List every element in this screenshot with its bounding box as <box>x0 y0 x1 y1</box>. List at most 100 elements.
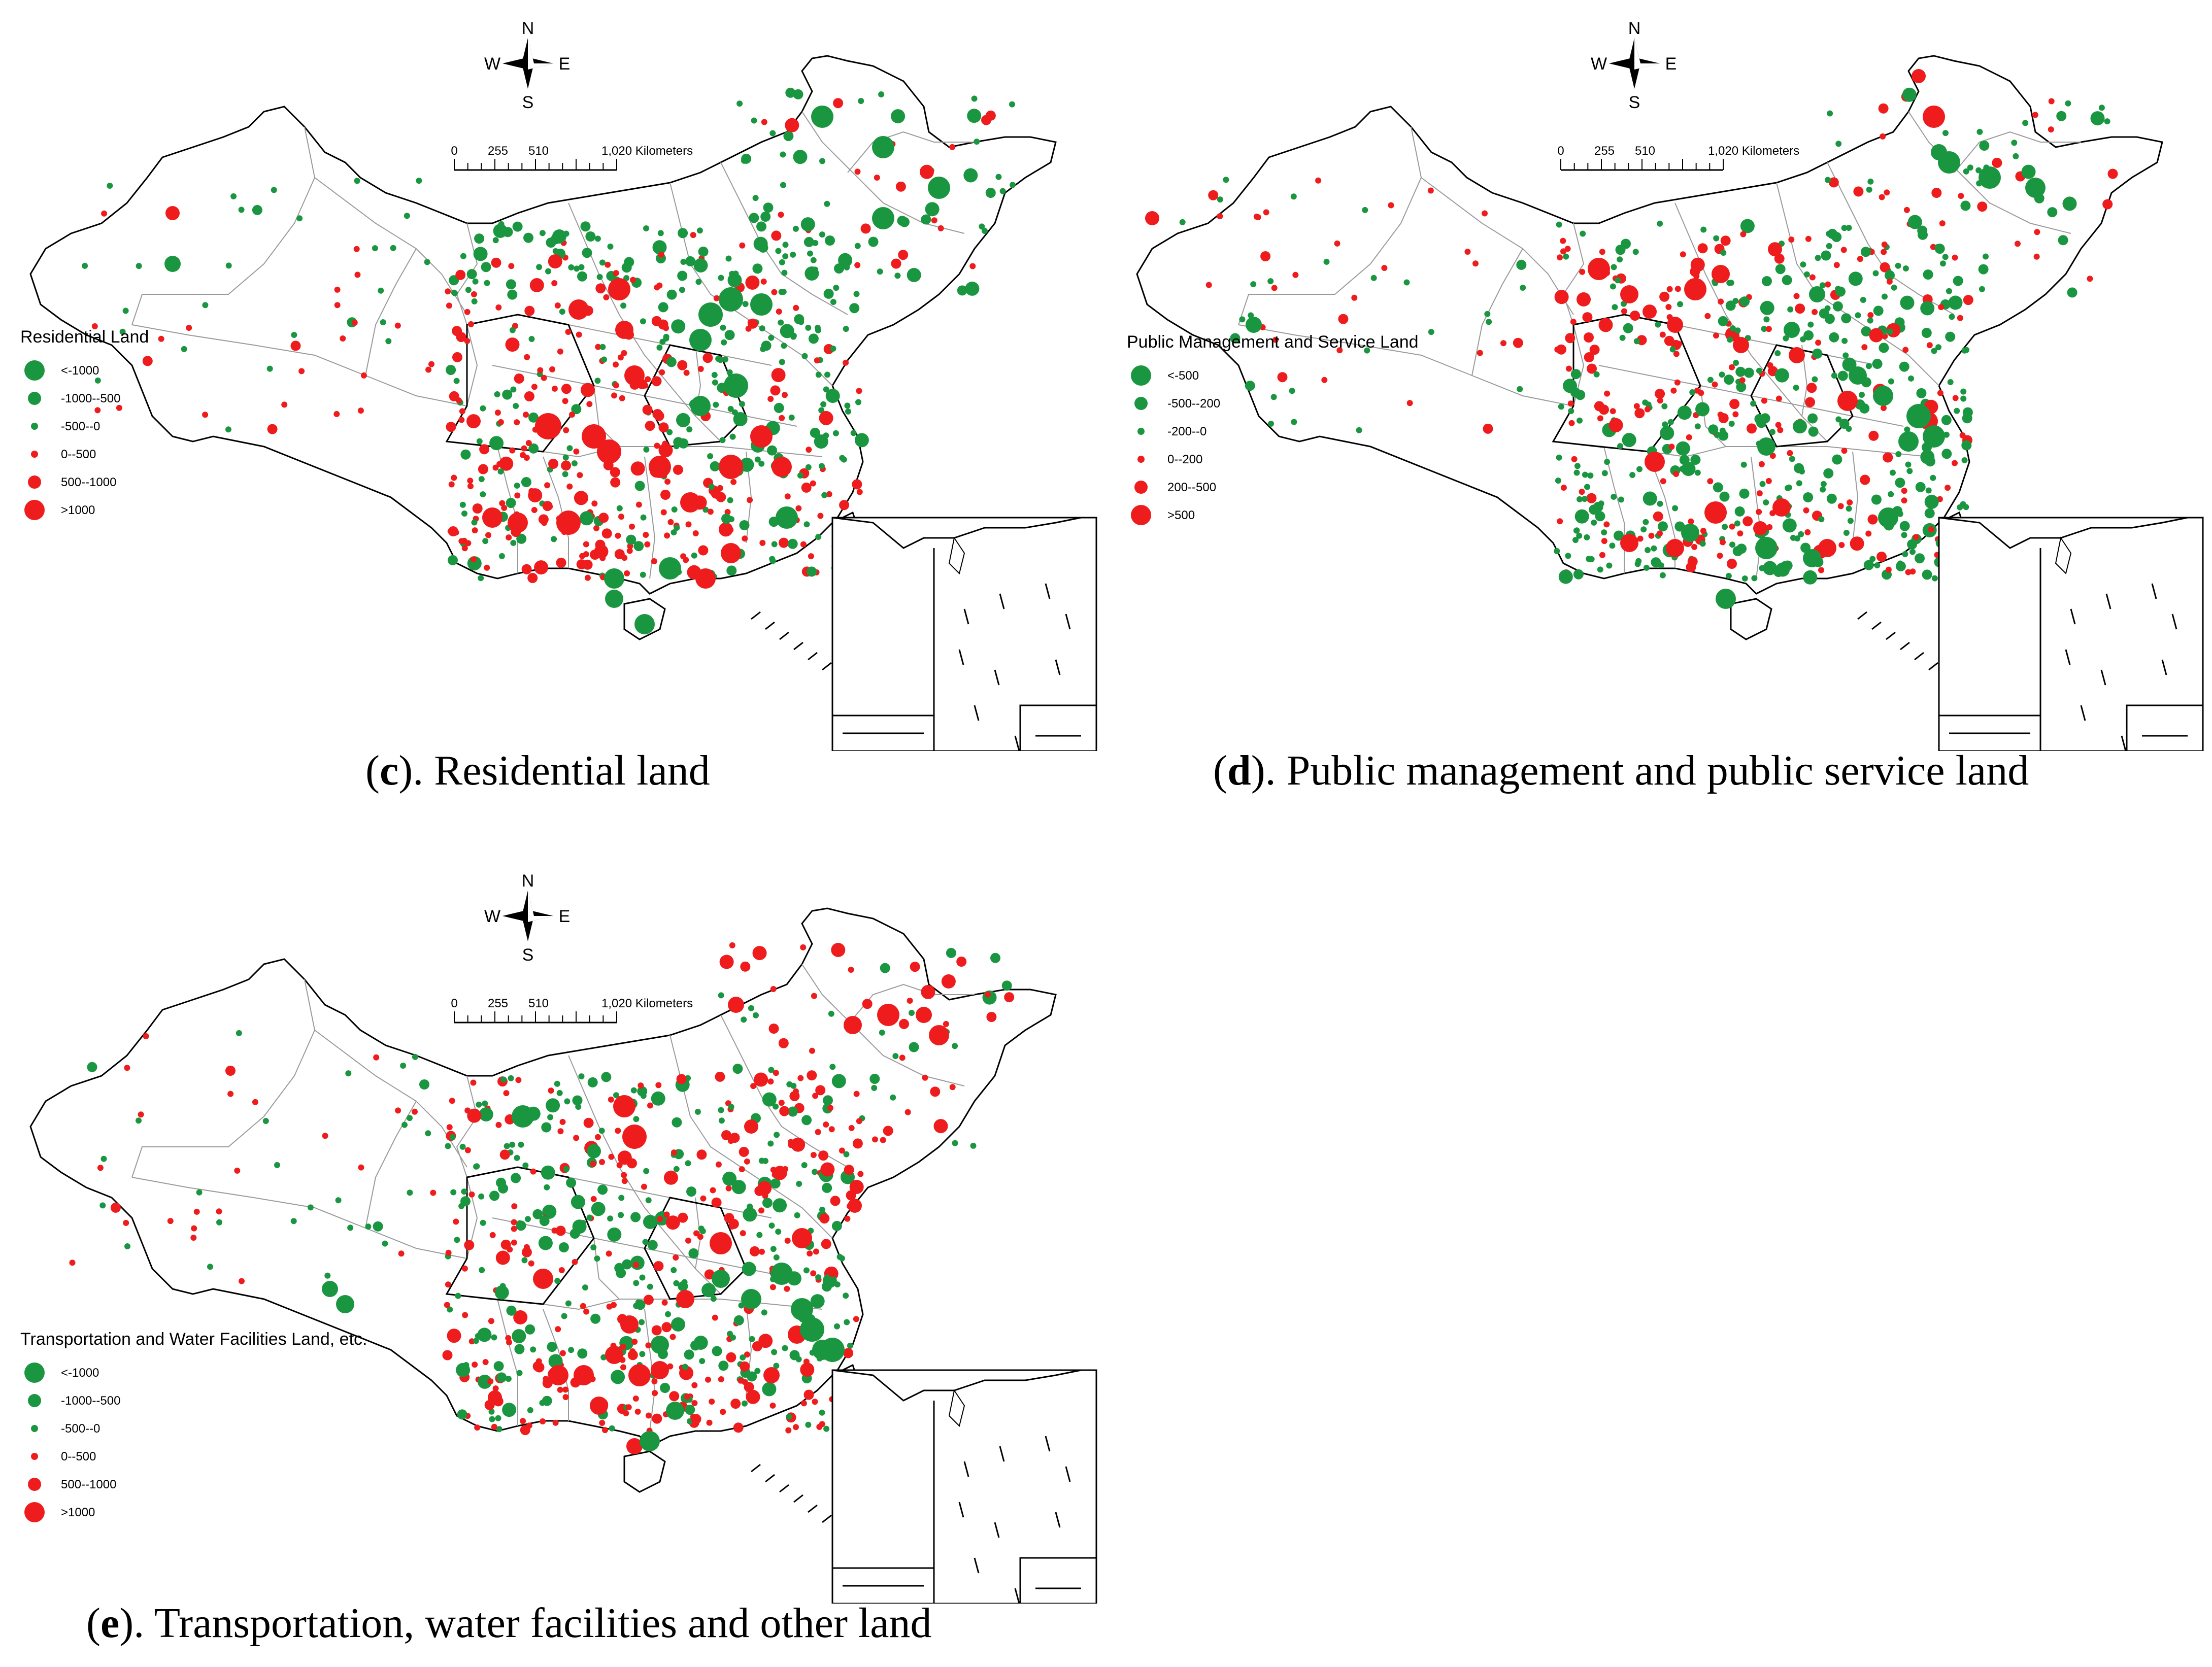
decrease-marker <box>698 246 709 257</box>
decrease-marker <box>354 178 360 184</box>
increase-marker <box>1793 293 1800 299</box>
decrease-marker <box>561 1313 567 1319</box>
increase-marker <box>598 513 609 523</box>
decrease-marker <box>1946 288 1952 294</box>
increase-marker <box>1713 332 1719 339</box>
increase-marker <box>1860 474 1870 485</box>
decrease-marker <box>252 205 262 215</box>
province-boundary <box>497 1299 518 1426</box>
decrease-marker <box>473 247 488 261</box>
decrease-marker <box>1902 265 1909 271</box>
increase-marker <box>956 957 967 967</box>
decrease-marker <box>1961 457 1968 463</box>
decrease-marker <box>538 1236 553 1250</box>
increase-marker <box>922 1074 928 1081</box>
increase-marker <box>1756 508 1762 515</box>
decrease-marker <box>691 552 697 559</box>
decrease-marker <box>666 429 673 435</box>
decrease-marker <box>1516 259 1527 270</box>
decrease-marker <box>1645 547 1651 553</box>
decrease-marker <box>1942 254 1949 260</box>
increase-marker <box>899 1054 906 1061</box>
decrease-marker <box>633 1280 640 1286</box>
increase-marker <box>710 1232 732 1254</box>
decrease-marker <box>807 250 813 257</box>
decrease-marker <box>673 1166 680 1172</box>
increase-marker <box>608 278 630 300</box>
decrease-marker <box>587 1077 598 1087</box>
decrease-marker <box>534 1110 541 1116</box>
decrease-marker <box>473 1338 479 1344</box>
increase-marker <box>986 1012 997 1022</box>
inset-island <box>2055 536 2072 574</box>
increase-marker <box>1675 341 1682 347</box>
increase-marker <box>907 998 913 1004</box>
inset-subframe <box>1019 1557 1097 1604</box>
decrease-marker <box>823 1425 830 1432</box>
decrease-marker <box>572 1095 583 1106</box>
decrease-marker <box>1595 511 1605 522</box>
decrease-marker <box>810 1294 825 1309</box>
decrease-marker <box>1869 556 1876 562</box>
compass-label-s: S <box>1629 93 1640 112</box>
map-svg: NSW E 0 255 510 1,020 Kilometers Transportat… <box>20 871 1097 1604</box>
decrease-marker <box>803 236 814 247</box>
increase-marker <box>447 528 454 534</box>
legend-swatch <box>24 1363 45 1383</box>
decrease-marker <box>380 319 386 325</box>
increase-marker <box>1861 344 1868 351</box>
increase-marker <box>916 1007 932 1023</box>
decrease-marker <box>522 1162 529 1169</box>
increase-marker <box>615 532 621 539</box>
caption-d: (d). Public management and public servic… <box>1213 747 2029 794</box>
country-boundary <box>1136 55 2163 595</box>
increase-marker <box>506 534 512 541</box>
increase-marker <box>715 1161 722 1168</box>
decrease-marker <box>1930 474 1936 481</box>
region-boundary <box>644 1197 747 1300</box>
inset-dash <box>2151 583 2157 599</box>
decrease-marker <box>525 1324 535 1335</box>
decrease-marker <box>781 343 787 349</box>
decrease-marker <box>1960 501 1966 507</box>
decrease-marker <box>607 243 614 250</box>
decrease-marker <box>575 1104 582 1110</box>
increase-marker <box>442 1350 453 1360</box>
decrease-marker <box>478 1193 485 1200</box>
decrease-marker <box>773 1254 780 1261</box>
increase-marker <box>1205 282 1212 288</box>
increase-marker <box>1655 389 1665 399</box>
decrease-marker <box>679 287 685 293</box>
decrease-marker <box>1785 485 1791 491</box>
increase-marker <box>761 119 767 125</box>
decrease-marker <box>496 1372 507 1383</box>
decrease-marker <box>1924 508 1935 519</box>
decrease-marker <box>702 506 709 513</box>
inset-island <box>948 536 965 574</box>
decrease-marker <box>1736 382 1747 392</box>
increase-marker <box>191 1225 197 1232</box>
increase-marker <box>773 1070 779 1076</box>
decrease-marker <box>879 1029 885 1036</box>
increase-marker <box>1809 274 1816 281</box>
increase-marker <box>624 365 645 386</box>
increase-marker <box>1621 308 1627 315</box>
decrease-marker <box>1922 569 1932 580</box>
south-china-sea-inset <box>831 517 1097 751</box>
increase-marker <box>1272 336 1279 343</box>
increase-marker <box>1833 262 1840 268</box>
compass-label-n: N <box>522 19 534 38</box>
increase-marker <box>1805 235 1812 242</box>
decrease-marker <box>1643 519 1649 525</box>
increase-marker <box>1926 342 1933 349</box>
increase-marker <box>1557 254 1563 261</box>
inset-dash <box>1055 1512 1061 1528</box>
island-dash <box>1857 611 1867 620</box>
increase-marker <box>123 1219 129 1226</box>
increase-marker <box>1579 489 1585 495</box>
increase-marker <box>487 1378 494 1385</box>
increase-marker <box>852 479 862 490</box>
decrease-marker <box>807 566 817 577</box>
decrease-marker <box>181 346 187 352</box>
decrease-marker <box>1588 556 1595 562</box>
